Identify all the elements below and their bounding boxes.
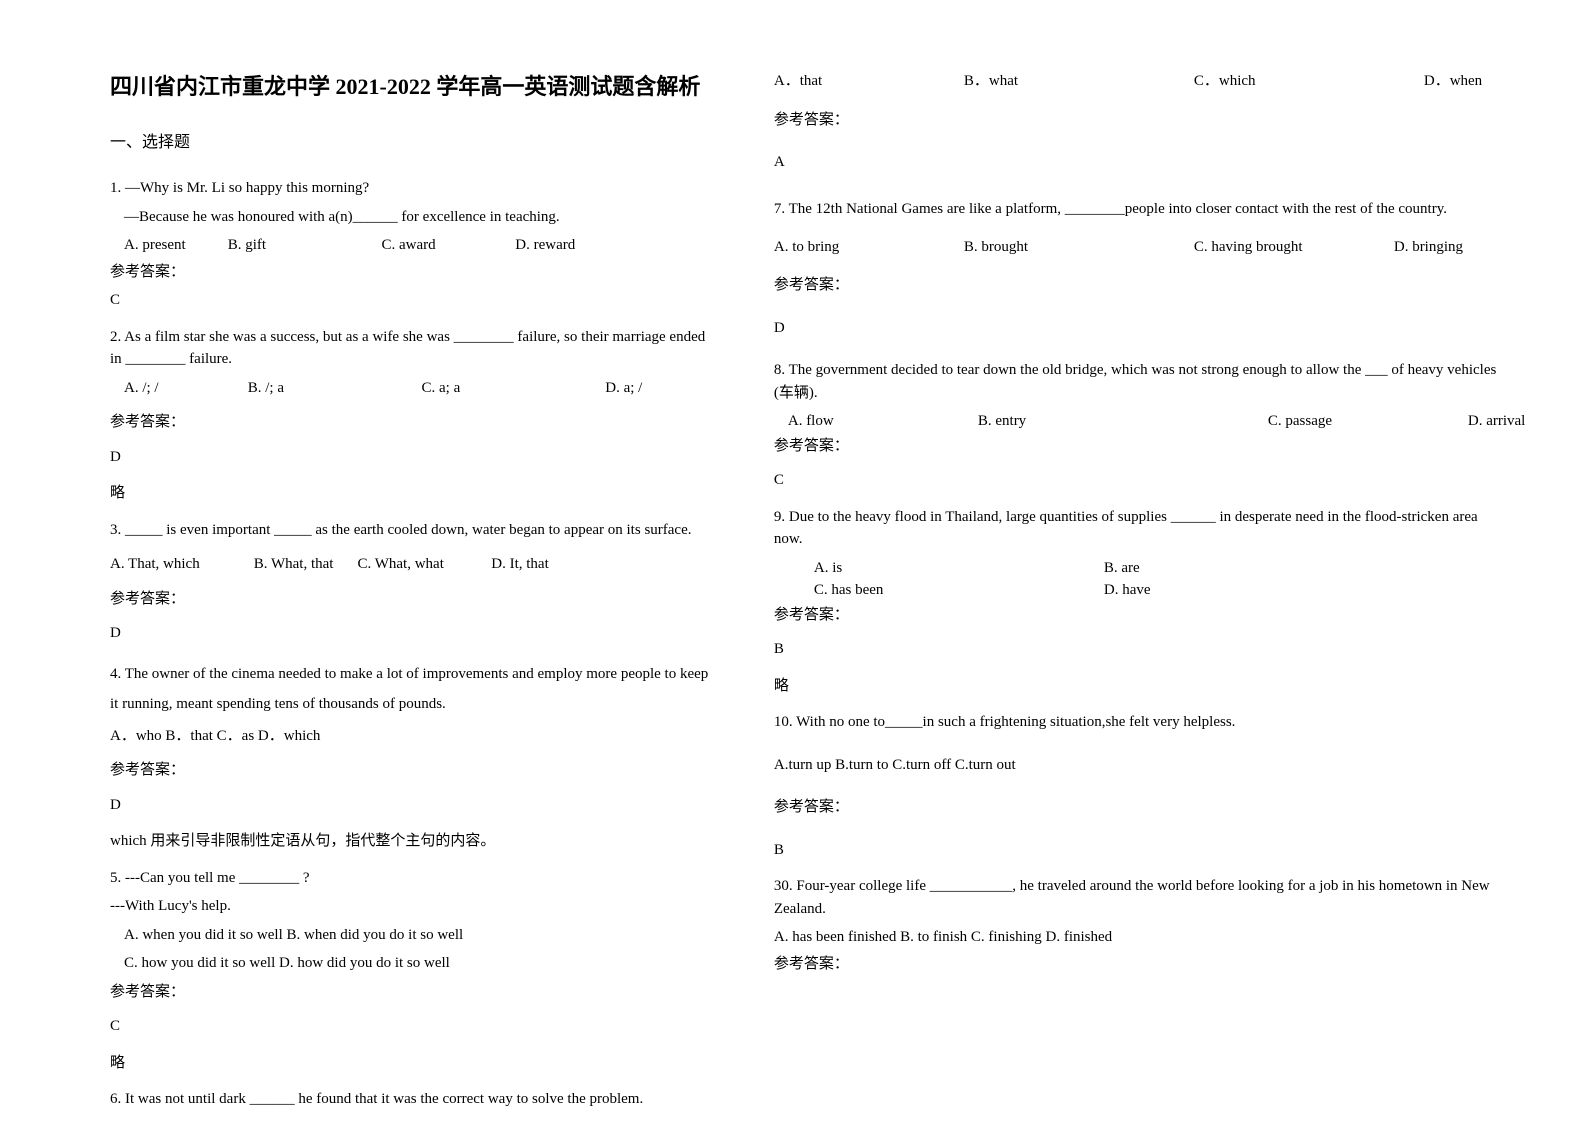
q8-options: A. flow B. entry C. passage D. arrival <box>774 410 1507 433</box>
q2-omit: 略 <box>110 482 714 505</box>
q2-opt-a: A. /; / <box>124 377 244 400</box>
q1-opt-b: B. gift <box>228 234 378 257</box>
q5-line1: 5. ---Can you tell me ________ ? <box>110 867 714 890</box>
q1-opt-d: D. reward <box>515 234 575 257</box>
q8-opt-a: A. flow <box>788 410 978 433</box>
q7-answer: D <box>774 317 1507 340</box>
q8-opt-d: D. arrival <box>1468 410 1525 433</box>
q7-options: A. to bring B. brought C. having brought… <box>774 236 1507 259</box>
q4-answer: D <box>110 794 714 817</box>
q4-explanation: which 用来引导非限制性定语从句，指代整个主句的内容。 <box>110 830 714 853</box>
q8-answer-label: 参考答案： <box>774 435 1507 458</box>
exam-document: 四川省内江市重龙中学 2021-2022 学年高一英语测试题含解析 一、选择题 … <box>0 0 1587 1122</box>
q3-answer-label: 参考答案： <box>110 588 714 611</box>
q3-line1: 3. _____ is even important _____ as the … <box>110 519 714 542</box>
q9-options: A. is B. are C. has been D. have <box>774 557 1507 602</box>
q7-opt-d: D. bringing <box>1394 236 1463 259</box>
q9-opt-b: B. are <box>1104 557 1140 580</box>
q3-answer: D <box>110 622 714 645</box>
q10-answer-label: 参考答案： <box>774 796 1507 819</box>
q30-line1: 30. Four-year college life ___________, … <box>774 875 1507 920</box>
q6-opt-b: B．what <box>964 70 1194 93</box>
q5-answer-label: 参考答案： <box>110 981 714 1004</box>
q10-answer: B <box>774 839 1507 862</box>
q10-options: A.turn up B.turn to C.turn off C.turn ou… <box>774 754 1507 777</box>
q8-answer: C <box>774 469 1507 492</box>
document-title: 四川省内江市重龙中学 2021-2022 学年高一英语测试题含解析 <box>110 70 714 103</box>
q2-opt-c: C. a; a <box>422 377 602 400</box>
q9-opt-a: A. is <box>814 557 1104 580</box>
q2-options: A. /; / B. /; a C. a; a D. a; / <box>110 377 714 400</box>
q1-opt-c: C. award <box>382 234 512 257</box>
q7-line1: 7. The 12th National Games are like a pl… <box>774 194 1507 224</box>
q6-answer-label: 参考答案： <box>774 109 1507 132</box>
q6-opt-c: C．which <box>1194 70 1424 93</box>
q7-opt-b: B. brought <box>964 236 1194 259</box>
q30-options: A. has been finished B. to finish C. fin… <box>774 926 1507 949</box>
q9-answer-label: 参考答案： <box>774 604 1507 627</box>
q5-omit: 略 <box>110 1052 714 1075</box>
q9-omit: 略 <box>774 675 1507 698</box>
q6-opt-d: D．when <box>1424 70 1482 93</box>
q6-opt-a: A．that <box>774 70 964 93</box>
q2-opt-b: B. /; a <box>248 377 418 400</box>
q3-opt-d: D. It, that <box>491 553 549 576</box>
q9-answer: B <box>774 638 1507 661</box>
q2-answer: D <box>110 446 714 469</box>
q8-line1: 8. The government decided to tear down t… <box>774 359 1507 404</box>
q3-options: A. That, which B. What, that C. What, wh… <box>110 553 714 576</box>
q2-opt-d: D. a; / <box>605 377 642 400</box>
q30-answer-label: 参考答案： <box>774 953 1507 976</box>
q8-opt-b: B. entry <box>978 410 1268 433</box>
column-right: A．that B．what C．which D．when 参考答案： A 7. … <box>754 70 1527 1082</box>
q5-opts-ab: A. when you did it so well B. when did y… <box>110 924 714 947</box>
q1-line2: —Because he was honoured with a(n)______… <box>110 206 714 229</box>
q1-answer: C <box>110 289 714 312</box>
section-heading: 一、选择题 <box>110 131 714 155</box>
q9-opt-d: D. have <box>1104 579 1151 602</box>
q4-options: A．who B．that C．as D．which <box>110 725 714 748</box>
q6-answer: A <box>774 151 1507 174</box>
q2-line1: 2. As a film star she was a success, but… <box>110 326 714 371</box>
q1-line1: 1. —Why is Mr. Li so happy this morning? <box>110 177 714 200</box>
q7-answer-label: 参考答案： <box>774 274 1507 297</box>
q4-answer-label: 参考答案： <box>110 759 714 782</box>
q6-options: A．that B．what C．which D．when <box>774 70 1507 93</box>
q1-options: A. present B. gift C. award D. reward <box>110 234 714 257</box>
q3-opt-c: C. What, what <box>358 553 488 576</box>
q5-answer: C <box>110 1015 714 1038</box>
q2-answer-label: 参考答案： <box>110 411 714 434</box>
q6-line1: 6. It was not until dark ______ he found… <box>110 1088 714 1111</box>
q3-opt-b: B. What, that <box>254 553 354 576</box>
q9-opt-c: C. has been <box>814 579 1104 602</box>
q3-opt-a: A. That, which <box>110 553 250 576</box>
q5-line2: ---With Lucy's help. <box>110 895 714 918</box>
q10-line1: 10. With no one to_____in such a frighte… <box>774 711 1507 734</box>
q1-opt-a: A. present <box>124 234 224 257</box>
column-left: 四川省内江市重龙中学 2021-2022 学年高一英语测试题含解析 一、选择题 … <box>90 70 754 1082</box>
q9-line1: 9. Due to the heavy flood in Thailand, l… <box>774 506 1507 551</box>
q5-opts-cd: C. how you did it so well D. how did you… <box>110 952 714 975</box>
q1-answer-label: 参考答案： <box>110 261 714 284</box>
q4-line1: 4. The owner of the cinema needed to mak… <box>110 659 714 719</box>
q8-opt-c: C. passage <box>1268 410 1468 433</box>
q7-opt-c: C. having brought <box>1194 236 1394 259</box>
q7-opt-a: A. to bring <box>774 236 964 259</box>
